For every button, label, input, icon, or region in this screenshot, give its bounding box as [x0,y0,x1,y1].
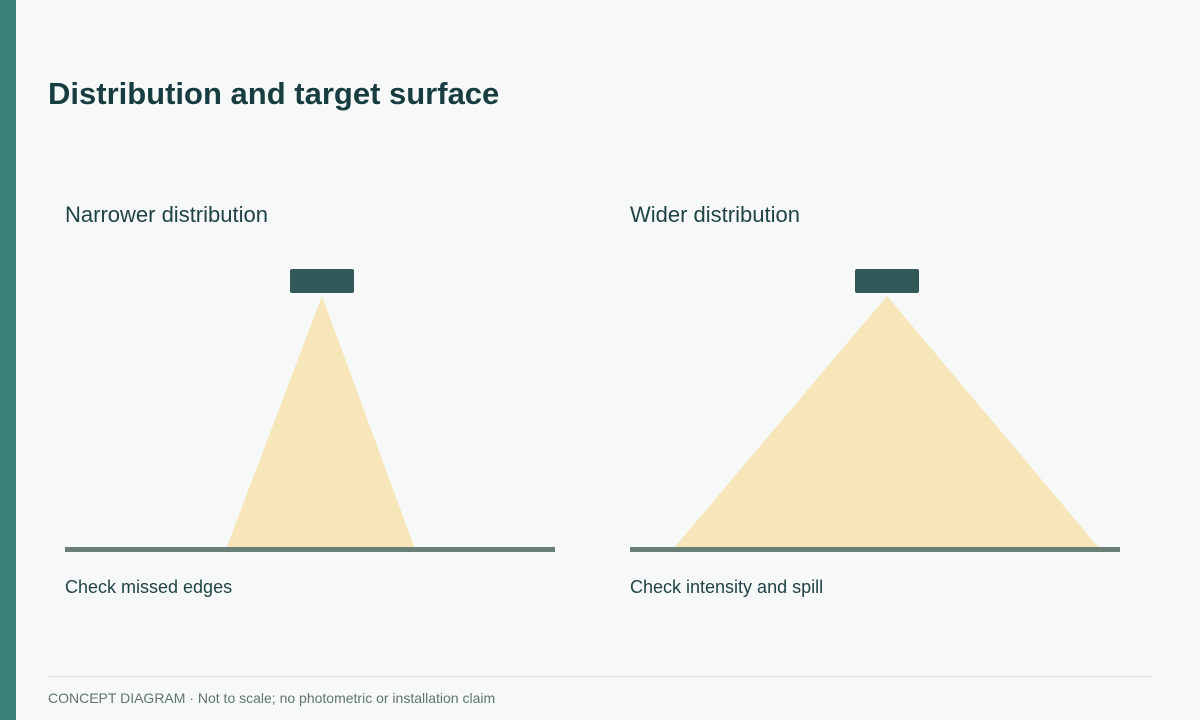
light-cone [226,296,415,549]
accent-bar [0,0,16,720]
footer-text: · Not to scale; no photometric or instal… [189,690,496,706]
footer-label: CONCEPT DIAGRAM [48,690,186,706]
footer: CONCEPT DIAGRAM · Not to scale; no photo… [48,690,495,706]
surface [630,547,1120,552]
fixture [290,269,354,293]
panel-heading: Wider distribution [630,202,800,227]
surface [65,547,555,552]
fixture [855,269,919,293]
title: Distribution and target surface [48,76,500,111]
divider [48,676,1152,677]
panel-note: Check missed edges [65,577,233,597]
light-cone [673,296,1100,549]
panel-note: Check intensity and spill [630,577,824,597]
panel-heading: Narrower distribution [65,202,268,227]
